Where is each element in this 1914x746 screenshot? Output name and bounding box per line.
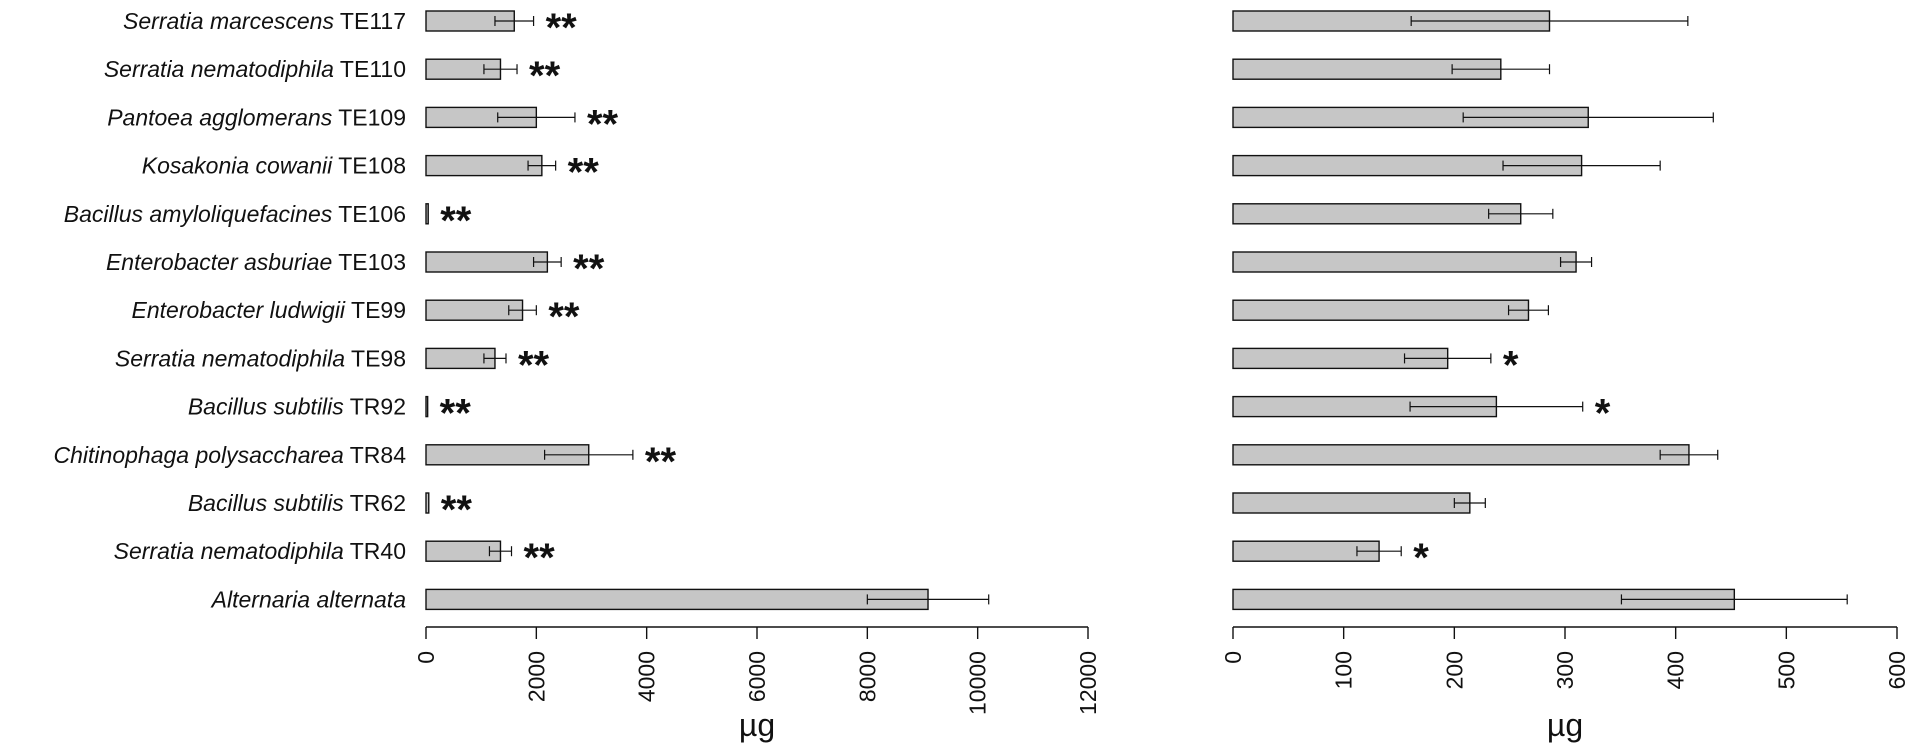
bar <box>425 299 524 321</box>
category-label: Bacillus subtilis TR92 <box>188 394 406 420</box>
x-axis-title: µg <box>1547 707 1583 743</box>
bar <box>1232 251 1577 273</box>
category-label: Serratia nematodiphila TE110 <box>104 56 406 82</box>
x-axis-title: µg <box>739 707 775 743</box>
bar <box>1232 299 1530 321</box>
category-label: Kosakonia cowanii TE108 <box>142 153 406 179</box>
significance-mark: ** <box>529 54 561 98</box>
bar <box>425 492 430 514</box>
significance-mark: ** <box>645 440 677 484</box>
significance-mark: ** <box>524 536 556 580</box>
category-label: Serratia marcescens TE117 <box>123 8 406 34</box>
significance-mark: * <box>1503 343 1519 387</box>
significance-mark: * <box>1595 392 1611 436</box>
bar <box>425 395 429 418</box>
significance-mark: ** <box>441 488 473 532</box>
category-label: Pantoea agglomerans TE109 <box>107 104 406 130</box>
significance-mark: ** <box>440 199 472 243</box>
category-label: Enterobacter asburiae TE103 <box>106 249 406 275</box>
bar <box>425 588 929 611</box>
x-tick-label: 0 <box>1220 651 1246 664</box>
x-tick-label: 12000 <box>1075 651 1101 715</box>
category-label: Enterobacter ludwigii TE99 <box>132 297 406 323</box>
x-tick-label: 300 <box>1552 651 1578 689</box>
significance-mark: ** <box>568 151 600 195</box>
significance-mark: ** <box>548 295 580 339</box>
x-tick-label: 10000 <box>965 651 991 715</box>
significance-mark: ** <box>518 343 550 387</box>
x-tick-label: 4000 <box>634 651 660 702</box>
bar <box>1232 203 1522 225</box>
significance-mark: ** <box>573 247 605 291</box>
x-tick-label: 200 <box>1441 651 1467 689</box>
x-tick-label: 600 <box>1884 651 1910 689</box>
category-label: Bacillus subtilis TR62 <box>188 490 406 516</box>
category-label: Alternaria alternata <box>210 586 406 612</box>
bar <box>1232 444 1690 466</box>
x-tick-label: 500 <box>1773 651 1799 689</box>
category-label: Bacillus amyloliquefacines TE106 <box>64 201 406 227</box>
x-tick-label: 0 <box>413 651 439 664</box>
x-tick-label: 2000 <box>523 651 549 702</box>
x-tick-label: 400 <box>1663 651 1689 689</box>
bar <box>1232 492 1471 514</box>
category-label: Chitinophaga polysaccharea TR84 <box>54 442 407 468</box>
x-tick-label: 6000 <box>744 651 770 702</box>
significance-mark: ** <box>587 102 619 146</box>
category-label: Serratia nematodiphila TR40 <box>114 538 406 564</box>
category-label: Serratia nematodiphila TE98 <box>115 345 406 371</box>
significance-mark: * <box>1413 536 1429 580</box>
x-tick-label: 100 <box>1331 651 1357 689</box>
bar <box>425 154 543 177</box>
significance-mark: ** <box>440 392 472 436</box>
significance-mark: ** <box>546 6 578 50</box>
bar <box>425 203 429 225</box>
x-tick-label: 8000 <box>854 651 880 702</box>
bar <box>425 251 549 273</box>
